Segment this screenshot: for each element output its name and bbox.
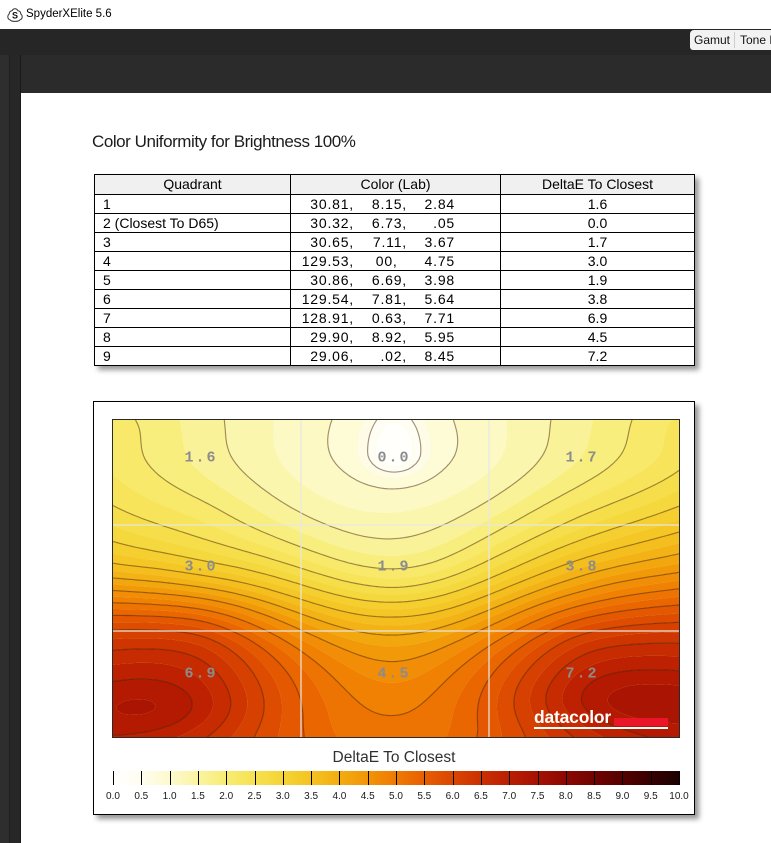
svg-text:S: S — [12, 11, 18, 21]
